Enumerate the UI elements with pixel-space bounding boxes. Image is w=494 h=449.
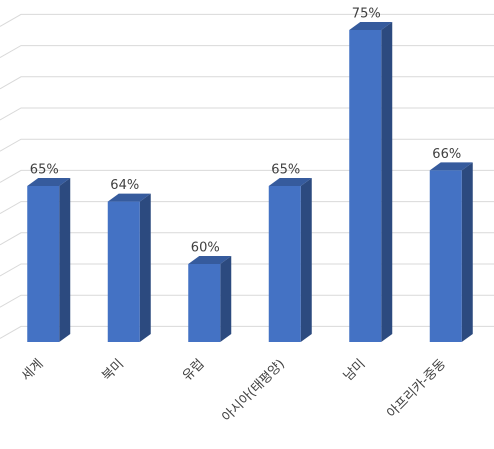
bar-side — [59, 178, 71, 342]
bar-side — [300, 178, 312, 342]
bar-top — [268, 178, 312, 186]
bar — [429, 170, 462, 342]
x-tick-label: 남미 — [341, 357, 369, 385]
bar — [188, 264, 221, 342]
grid-line — [0, 107, 494, 121]
grid-line — [0, 201, 494, 215]
x-tick-label: 아시아(태평양) — [220, 357, 289, 426]
bar-side — [381, 22, 393, 342]
bar — [349, 30, 382, 342]
grid-line — [0, 13, 494, 27]
x-tick-label: 북미 — [100, 357, 128, 385]
grid-line — [0, 138, 494, 152]
grid-line — [0, 76, 494, 90]
bar-top — [349, 22, 393, 30]
bar-side — [220, 256, 232, 342]
x-tick-label: 세계 — [19, 357, 47, 385]
bar-top — [107, 193, 151, 202]
data-label: 64% — [110, 178, 139, 193]
bar — [107, 201, 140, 342]
grid-line — [0, 45, 494, 59]
data-label: 65% — [271, 163, 300, 178]
grid-line — [0, 232, 494, 246]
bar — [268, 186, 301, 342]
bar-top — [429, 162, 473, 171]
grid-line — [0, 294, 494, 308]
bar — [27, 186, 60, 342]
data-label: 66% — [432, 147, 461, 162]
bar-top — [188, 256, 232, 264]
bar-side — [461, 162, 473, 342]
x-tick-label: 유럽 — [180, 357, 208, 385]
data-label: 75% — [352, 7, 381, 22]
bar-top — [27, 178, 71, 186]
data-label: 65% — [30, 163, 59, 178]
data-label: 60% — [191, 241, 220, 256]
x-tick-label: 아프리카-중동 — [384, 357, 449, 422]
grid-line — [0, 325, 494, 339]
grid-line — [0, 169, 494, 183]
grid-line — [0, 263, 494, 277]
bar-side — [139, 193, 151, 342]
